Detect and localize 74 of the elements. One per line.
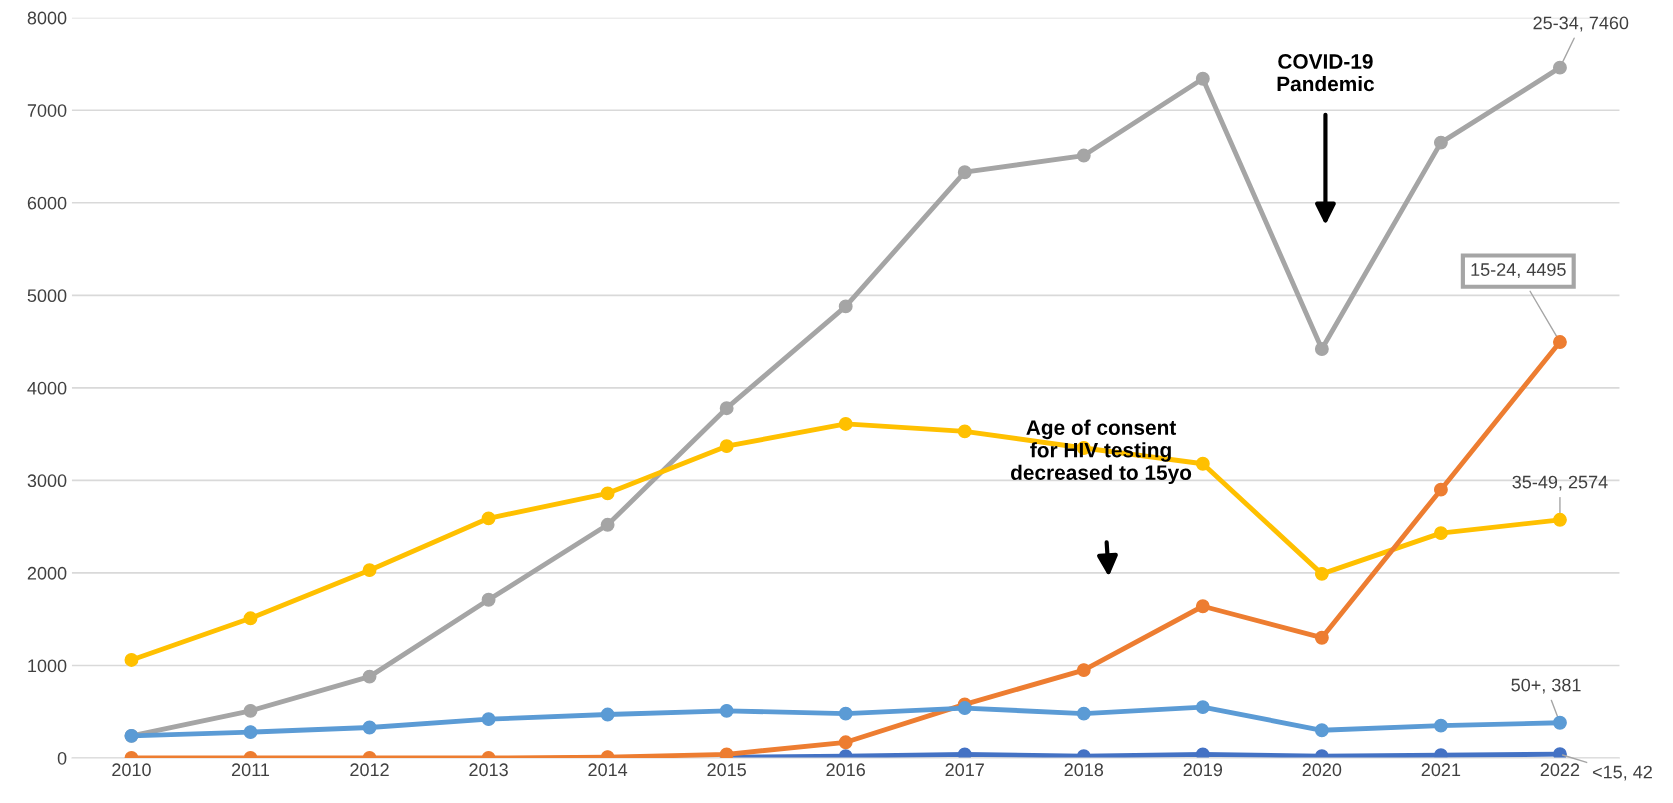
point xyxy=(362,720,377,735)
point xyxy=(243,611,258,626)
data-label: 35-49, 2574 xyxy=(1512,475,1608,491)
data-label: <15, 42 xyxy=(1592,765,1652,781)
point xyxy=(481,712,496,727)
point xyxy=(1552,747,1567,759)
point xyxy=(838,706,853,721)
point xyxy=(957,747,972,759)
y-tick-label: 7000 xyxy=(27,104,67,117)
y-tick-label: 1000 xyxy=(28,659,67,673)
point xyxy=(600,486,615,501)
point xyxy=(1552,335,1567,349)
point xyxy=(838,299,853,314)
point xyxy=(957,165,972,180)
data-label: 50+, 381 xyxy=(1511,678,1581,694)
y-tick-label: 4000 xyxy=(27,381,67,395)
point xyxy=(719,703,734,718)
point xyxy=(362,563,377,578)
point xyxy=(957,701,972,716)
point xyxy=(1433,135,1448,150)
point xyxy=(1076,663,1091,678)
point xyxy=(1433,482,1448,497)
x-tick-label: 2022 xyxy=(1540,763,1580,777)
point xyxy=(1433,748,1448,759)
point xyxy=(481,592,496,607)
y-tick-label: 0 xyxy=(57,751,67,765)
data-label: 15-24, 4495 xyxy=(1471,263,1566,279)
point xyxy=(1314,566,1329,581)
point xyxy=(1076,148,1091,163)
point xyxy=(719,401,734,416)
point xyxy=(124,652,139,667)
point xyxy=(600,517,615,532)
point xyxy=(1552,715,1567,730)
x-tick-label: 2020 xyxy=(1302,763,1342,777)
x-tick-label: 2017 xyxy=(945,763,984,777)
x-tick-label: 2012 xyxy=(350,763,389,777)
x-tick-label: 2013 xyxy=(469,763,508,777)
point xyxy=(362,669,377,684)
x-tick-label: 2011 xyxy=(231,763,270,777)
point xyxy=(1433,526,1448,541)
y-tick-label: 3000 xyxy=(27,474,67,488)
y-tick-label: 2000 xyxy=(27,566,67,580)
point xyxy=(1195,599,1210,614)
point xyxy=(838,416,853,431)
y-tick-label: 6000 xyxy=(27,196,67,210)
data-label: 25-34, 7460 xyxy=(1533,16,1629,32)
point xyxy=(1552,60,1567,75)
point xyxy=(1195,747,1210,759)
point xyxy=(957,424,972,439)
point xyxy=(243,703,258,718)
point xyxy=(1195,700,1210,715)
point xyxy=(481,511,496,526)
x-tick-label: 2015 xyxy=(707,763,746,777)
y-tick-label: 8000 xyxy=(27,11,67,25)
y-tick-label: 5000 xyxy=(27,289,67,303)
point xyxy=(1314,630,1329,645)
point xyxy=(1195,71,1210,86)
x-tick-label: 2021 xyxy=(1421,763,1461,777)
point xyxy=(1195,456,1210,471)
annotation: COVID-19 Pandemic xyxy=(1277,54,1375,92)
x-tick-label: 2018 xyxy=(1064,763,1104,777)
x-tick-label: 2016 xyxy=(826,763,865,777)
point xyxy=(600,707,615,722)
point xyxy=(1076,706,1091,721)
point xyxy=(1314,342,1329,356)
point xyxy=(1552,512,1567,527)
x-tick-label: 2014 xyxy=(588,763,628,777)
point xyxy=(838,735,853,750)
point xyxy=(1433,718,1448,733)
x-tick-label: 2019 xyxy=(1183,763,1223,777)
x-tick-label: 2010 xyxy=(112,763,151,777)
point xyxy=(243,725,258,740)
point xyxy=(1314,723,1329,738)
point xyxy=(719,439,734,454)
